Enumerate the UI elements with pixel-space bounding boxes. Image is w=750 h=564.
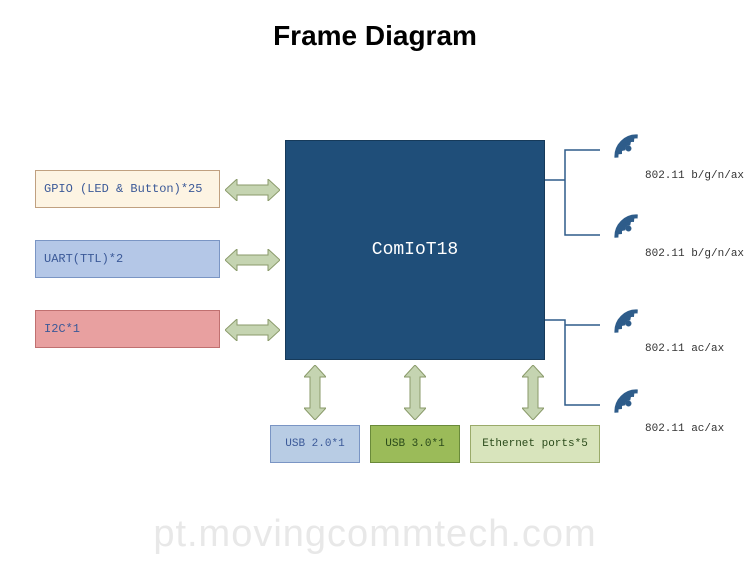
gpio-label: GPIO (LED & Button)*25 bbox=[44, 182, 202, 196]
center-module-label: ComIoT18 bbox=[372, 240, 458, 260]
usb2-label: USB 2.0*1 bbox=[285, 438, 344, 450]
diagram-title: Frame Diagram bbox=[0, 20, 750, 52]
wifi-label-2: 802.11 b/g/n/ax bbox=[645, 248, 744, 260]
arrow-usb2 bbox=[304, 365, 326, 420]
arrow-gpio bbox=[225, 179, 280, 201]
i2c-label: I2C*1 bbox=[44, 322, 80, 336]
bracket-top bbox=[545, 140, 605, 260]
i2c-box: I2C*1 bbox=[35, 310, 220, 348]
watermark: pt.movingcommtech.com bbox=[0, 513, 750, 556]
center-module-box: ComIoT18 bbox=[285, 140, 545, 360]
uart-label: UART(TTL)*2 bbox=[44, 252, 123, 266]
arrow-usb3 bbox=[404, 365, 426, 420]
usb3-label: USB 3.0*1 bbox=[385, 438, 444, 450]
arrow-ethernet bbox=[522, 365, 544, 420]
usb3-box: USB 3.0*1 bbox=[370, 425, 460, 463]
gpio-box: GPIO (LED & Button)*25 bbox=[35, 170, 220, 208]
ethernet-label: Ethernet ports*5 bbox=[482, 438, 588, 450]
uart-box: UART(TTL)*2 bbox=[35, 240, 220, 278]
ethernet-box: Ethernet ports*5 bbox=[470, 425, 600, 463]
arrow-uart bbox=[225, 249, 280, 271]
usb2-box: USB 2.0*1 bbox=[270, 425, 360, 463]
bracket-bottom bbox=[545, 280, 605, 420]
arrow-i2c bbox=[225, 319, 280, 341]
wifi-label-1: 802.11 b/g/n/ax bbox=[645, 170, 744, 182]
wifi-label-3: 802.11 ac/ax bbox=[645, 343, 724, 355]
wifi-label-4: 802.11 ac/ax bbox=[645, 423, 724, 435]
